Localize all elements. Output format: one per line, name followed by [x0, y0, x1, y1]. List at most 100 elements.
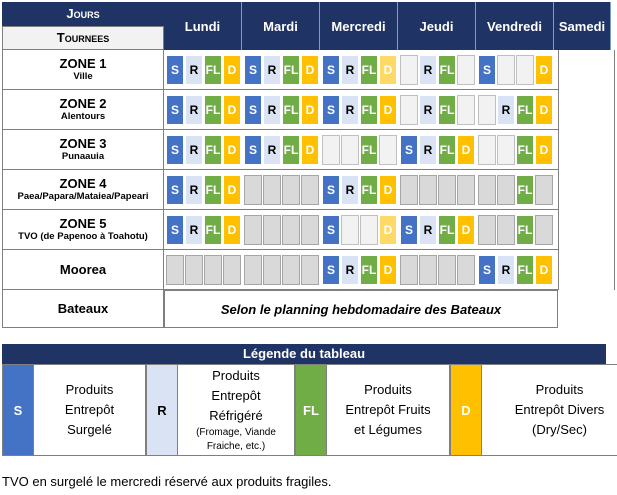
cell-s: S — [478, 55, 496, 85]
empty-cell-gray — [223, 255, 241, 285]
samedi-cell — [558, 210, 615, 250]
legend-desc-s: Produits Entrepôt Surgelé — [34, 364, 146, 456]
cell-s: S — [478, 255, 496, 285]
zone-name: Bateaux — [57, 301, 109, 316]
empty-cell-gray — [457, 175, 475, 205]
day-header-lundi: Lundi — [164, 2, 242, 50]
legend-table: Légende du tableau S Produits Entrepôt Surg… — [2, 344, 617, 456]
cell-r: R — [497, 255, 515, 285]
empty-cell — [341, 135, 359, 165]
empty-cell — [341, 215, 359, 245]
legend-line: Produits — [212, 368, 260, 383]
empty-cell-gray — [263, 255, 281, 285]
day-header-vendredi: Vendredi — [476, 2, 554, 50]
empty-cell-gray — [185, 255, 203, 285]
empty-cell — [497, 55, 515, 85]
zone-subtitle: Alentours — [60, 111, 106, 122]
cell-fl: FL — [438, 215, 456, 245]
legend-line: Produits — [535, 382, 584, 397]
empty-cell-gray — [263, 175, 281, 205]
cell-d: D — [457, 215, 475, 245]
cell-s: S — [166, 215, 184, 245]
legend-key-d: D — [450, 364, 482, 456]
cell-r: R — [185, 55, 203, 85]
cell-r: R — [263, 55, 281, 85]
legend-line: Produits — [65, 382, 114, 397]
zone-name: Moorea — [59, 262, 107, 277]
cell-d: D — [223, 95, 241, 125]
legend-title: Légende du tableau — [2, 344, 606, 364]
samedi-cell — [558, 250, 615, 290]
cell-s: S — [322, 215, 340, 245]
legend-line: Produits — [364, 382, 412, 397]
cell-fl: FL — [516, 175, 534, 205]
cell-r: R — [419, 215, 437, 245]
cell-r: R — [185, 175, 203, 205]
legend-small-note: (Fromage, Viande Fraiche, etc.) — [196, 427, 276, 452]
row-background — [164, 50, 615, 90]
cell-fl: FL — [282, 95, 300, 125]
empty-cell-gray — [244, 175, 262, 205]
cell-fl: FL — [360, 135, 378, 165]
day-header-mardi: Mardi — [242, 2, 320, 50]
schedule-table: Jours Tournees Lundi Mardi Mercredi Jeudi Ve… — [2, 2, 615, 328]
empty-cell-gray — [438, 175, 456, 205]
empty-cell-gray — [400, 175, 418, 205]
cell-d: D — [301, 95, 319, 125]
cell-r: R — [497, 95, 515, 125]
cell-fl: FL — [204, 55, 222, 85]
cell-d: D — [223, 55, 241, 85]
cell-s: S — [166, 175, 184, 205]
jours-header: Jours — [2, 2, 164, 26]
cell-d: D — [535, 55, 553, 85]
zone-subtitle: Paea/Papara/Mataiea/Papeari — [17, 191, 149, 202]
empty-cell-gray — [244, 215, 262, 245]
empty-cell — [457, 95, 475, 125]
zone-name: ZONE 5 — [59, 216, 107, 231]
empty-cell-gray — [301, 255, 319, 285]
cell-d: D — [535, 95, 553, 125]
cell-fl: FL — [204, 175, 222, 205]
footnote: TVO en surgelé le mercredi réservé aux p… — [2, 474, 332, 489]
empty-cell-gray — [438, 255, 456, 285]
cell-fl: FL — [204, 95, 222, 125]
cell-r: R — [185, 95, 203, 125]
empty-cell-gray — [282, 255, 300, 285]
cell-r: R — [341, 95, 359, 125]
cell-d: D — [301, 135, 319, 165]
empty-cell-gray — [497, 175, 515, 205]
empty-cell-gray — [263, 215, 281, 245]
cell-r: R — [263, 95, 281, 125]
samedi-cell — [558, 50, 615, 90]
bateaux-note: Selon le planning hebdomadaire des Batea… — [164, 290, 558, 328]
cell-d: D — [223, 175, 241, 205]
zone-subtitle: Ville — [73, 71, 93, 82]
cell-fl: FL — [360, 95, 378, 125]
legend-desc-fl: Produits Entrepôt Fruits et Légumes — [327, 364, 450, 456]
legend-key-r: R — [146, 364, 178, 456]
empty-cell-gray — [301, 215, 319, 245]
cell-fl: FL — [516, 95, 534, 125]
cell-d: D — [379, 255, 397, 285]
cell-s: S — [400, 135, 418, 165]
cell-r: R — [185, 215, 203, 245]
cell-s: S — [322, 175, 340, 205]
empty-cell — [478, 135, 496, 165]
empty-cell-gray — [497, 215, 515, 245]
cell-s: S — [166, 95, 184, 125]
row-label-1: ZONE 2 Alentours — [2, 90, 164, 130]
cell-s: S — [322, 55, 340, 85]
samedi-cell — [558, 90, 615, 130]
cell-r: R — [341, 175, 359, 205]
zone-name: ZONE 4 — [59, 176, 107, 191]
empty-cell — [457, 55, 475, 85]
legend-line: et Légumes — [354, 422, 422, 437]
legend-line: Surgelé — [67, 422, 112, 437]
cell-fl: FL — [282, 135, 300, 165]
cell-fl: FL — [204, 215, 222, 245]
cell-s: S — [244, 55, 262, 85]
day-header-jeudi: Jeudi — [398, 2, 476, 50]
cell-d: D — [535, 255, 553, 285]
empty-cell-gray — [244, 255, 262, 285]
zone-subtitle: TVO (de Papenoo à Toahotu) — [18, 231, 148, 242]
